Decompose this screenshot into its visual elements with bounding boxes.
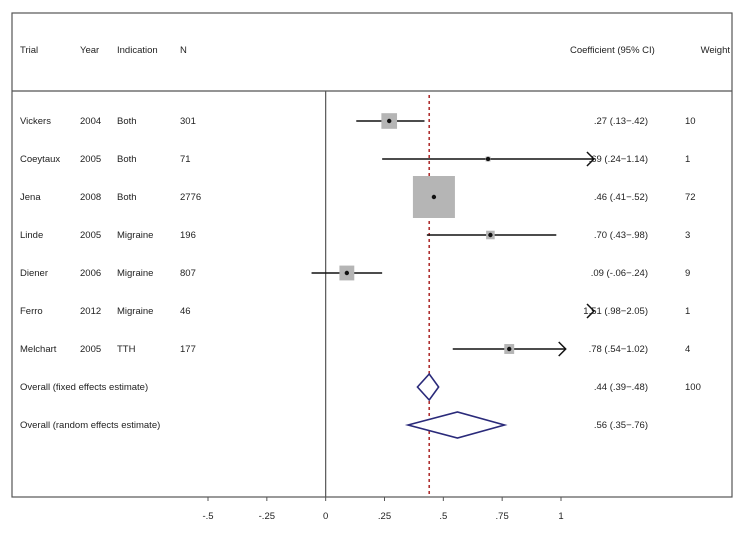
study-ci-arrow <box>586 151 596 167</box>
study-indication: Both <box>117 192 137 203</box>
study-row: Coeytaux 2005 Both 71 .69 (.24−1.14) 1 <box>20 151 690 167</box>
study-indication: Migraine <box>117 306 153 317</box>
study-trial: Coeytaux <box>20 154 60 165</box>
x-axis-tick-label: 0 <box>323 511 328 522</box>
study-indication: TTH <box>117 344 136 355</box>
study-weight: 3 <box>685 230 690 241</box>
overall-diamond <box>416 372 440 402</box>
study-n: 301 <box>180 116 196 127</box>
overall-weight: 100 <box>685 382 701 393</box>
overall-label: Overall (fixed effects estimate) <box>20 382 148 393</box>
header-trial: Trial <box>20 45 38 56</box>
study-trial: Jena <box>20 192 41 203</box>
study-ci-text: .46 (.41−.52) <box>594 192 648 203</box>
line-layer <box>325 91 431 497</box>
study-trial: Ferro <box>20 306 43 317</box>
study-n: 71 <box>180 154 191 165</box>
study-row: Jena 2008 Both 2776 .46 (.41−.52) 72 <box>20 176 696 218</box>
study-n: 807 <box>180 268 196 279</box>
header-row: Trial Year Indication N Coefficient (95%… <box>20 45 730 56</box>
study-indication: Both <box>117 116 137 127</box>
study-n: 46 <box>180 306 191 317</box>
study-point-estimate <box>344 270 350 276</box>
overall-ci-text: .56 (.35−.76) <box>594 420 648 431</box>
plot-frame <box>11 12 733 498</box>
x-axis-tick-label: .5 <box>439 511 447 522</box>
study-row: Vickers 2004 Both 301 .27 (.13−.42) 10 <box>20 113 696 129</box>
study-weight: 1 <box>685 154 690 165</box>
study-point-estimate <box>488 232 493 238</box>
overall-row: Overall (fixed effects estimate) .44 (.39… <box>20 372 701 402</box>
study-ci-text: .70 (.43−.98) <box>594 230 648 241</box>
study-ci-arrow <box>586 303 596 319</box>
study-row: Ferro 2012 Migraine 46 1.51 (.98−2.05) 1 <box>20 303 690 319</box>
study-point-estimate <box>431 194 437 200</box>
study-ci-text: 1.51 (.98−2.05) <box>583 306 648 317</box>
study-year: 2005 <box>80 230 101 241</box>
study-indication: Migraine <box>117 268 153 279</box>
x-axis: -.5 -.25 0 .25 .5 .75 1 <box>202 497 564 522</box>
study-n: 196 <box>180 230 196 241</box>
rows-layer: Vickers 2004 Both 301 .27 (.13−.42) 10 Coeytau… <box>20 113 696 357</box>
header-year: Year <box>80 45 99 56</box>
study-ci-text: .27 (.13−.42) <box>594 116 648 127</box>
study-year: 2006 <box>80 268 101 279</box>
overall-label: Overall (random effects estimate) <box>20 420 160 431</box>
header-weight: Weight <box>701 45 731 56</box>
x-axis-tick-label: -.5 <box>202 511 213 522</box>
x-axis-tick-label: .25 <box>378 511 391 522</box>
study-ci-text: .09 (-.06−.24) <box>591 268 648 279</box>
study-ci-text: .69 (.24−1.14) <box>589 154 648 165</box>
x-axis-tick-label: 1 <box>558 511 563 522</box>
header-indication: Indication <box>117 45 158 56</box>
study-ci-text: .78 (.54−1.02) <box>589 344 648 355</box>
study-trial: Diener <box>20 268 48 279</box>
header-ci: Coefficient (95% CI) <box>570 45 655 56</box>
study-year: 2012 <box>80 306 101 317</box>
study-indication: Both <box>117 154 137 165</box>
study-year: 2004 <box>80 116 101 127</box>
study-ci-arrow <box>558 341 567 357</box>
study-row: Linde 2005 Migraine 196 .70 (.43−.98) 3 <box>20 230 690 241</box>
study-n: 2776 <box>180 192 201 203</box>
study-row: Melchart 2005 TTH 177 .78 (.54−1.02) 4 <box>20 341 690 357</box>
study-row: Diener 2006 Migraine 807 .09 (-.06−.24) 9 <box>20 265 690 281</box>
overall-diamond <box>404 411 508 439</box>
study-point-estimate <box>485 156 491 162</box>
study-year: 2008 <box>80 192 101 203</box>
x-axis-tick-label: .75 <box>496 511 509 522</box>
study-weight: 9 <box>685 268 690 279</box>
header-n: N <box>180 45 187 56</box>
study-weight: 72 <box>685 192 696 203</box>
study-trial: Linde <box>20 230 43 241</box>
study-weight: 10 <box>685 116 696 127</box>
study-indication: Migraine <box>117 230 153 241</box>
study-weight: 4 <box>685 344 690 355</box>
study-trial: Melchart <box>20 344 57 355</box>
study-trial: Vickers <box>20 116 51 127</box>
overall-ci-text: .44 (.39−.48) <box>594 382 648 393</box>
study-n: 177 <box>180 344 196 355</box>
study-weight: 1 <box>685 306 690 317</box>
study-point-estimate <box>387 118 392 124</box>
overall-layer: Overall (fixed effects estimate) .44 (.39… <box>20 372 701 439</box>
study-point-estimate <box>507 346 512 352</box>
x-axis-tick-label: -.25 <box>259 511 275 522</box>
overall-row: Overall (random effects estimate) .56 (.3… <box>20 411 648 439</box>
study-year: 2005 <box>80 344 101 355</box>
study-year: 2005 <box>80 154 101 165</box>
